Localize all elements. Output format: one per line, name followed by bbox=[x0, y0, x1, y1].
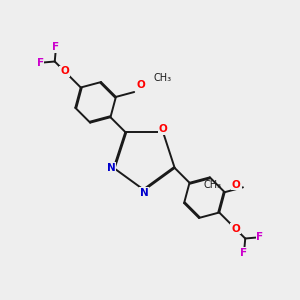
Text: N: N bbox=[106, 163, 115, 173]
Text: F: F bbox=[37, 58, 44, 68]
Text: CH₃: CH₃ bbox=[154, 73, 172, 83]
Text: O: O bbox=[136, 80, 145, 90]
Text: F: F bbox=[240, 248, 247, 258]
Text: O: O bbox=[232, 179, 241, 190]
Text: CH₃: CH₃ bbox=[204, 179, 222, 190]
Text: O: O bbox=[60, 66, 69, 76]
Text: O: O bbox=[231, 224, 240, 234]
Text: N: N bbox=[140, 188, 148, 198]
Text: F: F bbox=[52, 42, 60, 52]
Text: F: F bbox=[256, 232, 263, 242]
Text: O: O bbox=[159, 124, 167, 134]
